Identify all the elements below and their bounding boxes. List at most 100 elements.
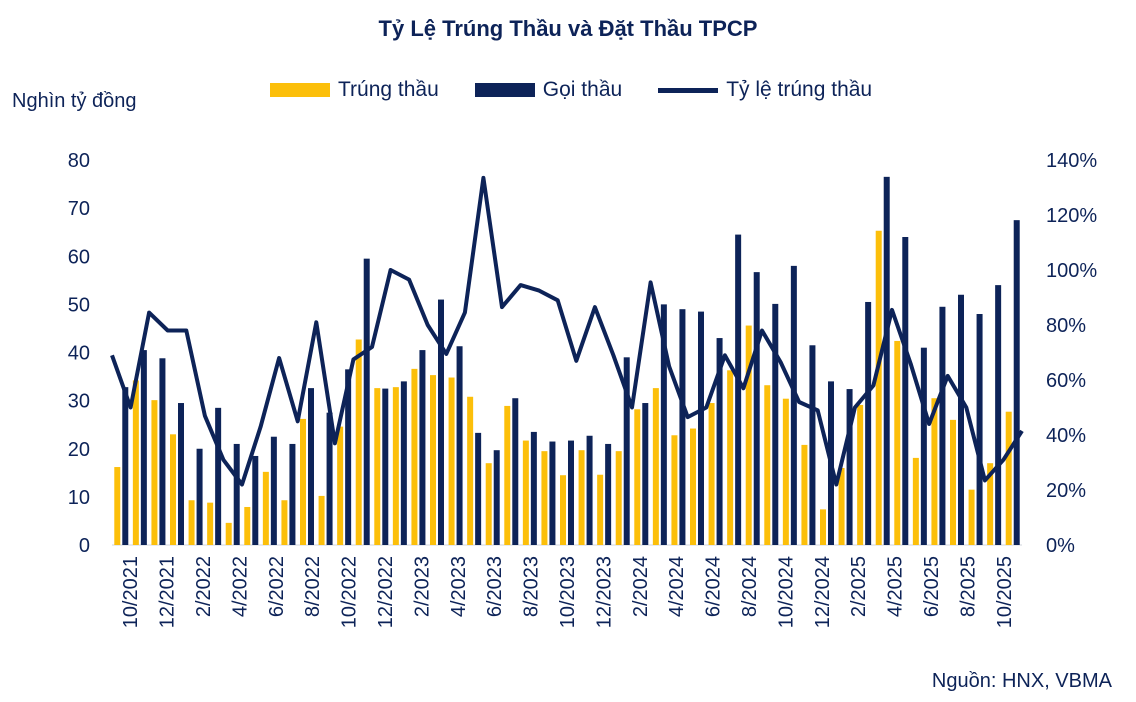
bar-trung-thau xyxy=(485,463,492,545)
x-tick-label: 10/2022 xyxy=(339,556,361,628)
bar-trung-thau xyxy=(708,403,715,545)
bar-goi-thau xyxy=(512,398,519,545)
y2-tick-label: 120% xyxy=(1046,205,1097,227)
legend-item-ratio: Tỷ lệ trúng thầu xyxy=(658,78,872,102)
bar-goi-thau xyxy=(363,258,370,545)
bar-trung-thau xyxy=(318,495,325,545)
bar-goi-thau xyxy=(568,440,574,545)
bar-trung-thau xyxy=(782,398,789,545)
bar-goi-thau xyxy=(920,347,927,545)
bar-goi-thau xyxy=(995,285,1002,545)
bar-trung-thau xyxy=(188,500,195,545)
bar-goi-thau xyxy=(419,350,426,545)
bar-goi-thau xyxy=(530,431,537,545)
x-tick-label: 6/2022 xyxy=(266,556,288,617)
bar-trung-thau xyxy=(690,428,696,545)
y-tick-label: 70 xyxy=(68,198,90,220)
bar-trung-thau xyxy=(838,468,845,545)
bar-trung-thau xyxy=(262,471,269,545)
x-tick-label: 2/2025 xyxy=(848,556,870,617)
x-tick-label: 8/2022 xyxy=(302,556,324,617)
y2-tick-label: 20% xyxy=(1046,480,1086,502)
bar-trung-thau xyxy=(950,419,956,545)
y-tick-label: 20 xyxy=(68,439,90,461)
x-tick-label: 12/2021 xyxy=(157,556,179,628)
x-tick-label: 6/2023 xyxy=(484,556,506,617)
bar-trung-thau xyxy=(281,500,288,545)
bar-goi-thau xyxy=(623,357,630,545)
bar-trung-thau xyxy=(467,396,474,545)
y2-tick-label: 80% xyxy=(1046,315,1086,337)
bar-goi-thau xyxy=(438,299,444,545)
bar-goi-thau xyxy=(270,436,277,545)
x-tick-label: 8/2023 xyxy=(521,556,543,617)
x-tick-label: 4/2023 xyxy=(448,556,470,617)
x-tick-label: 6/2024 xyxy=(703,556,725,617)
legend-label-bidding: Gọi thầu xyxy=(542,78,623,101)
y-axis-unit-label: Nghìn tỷ đồng xyxy=(12,90,137,112)
bar-goi-thau xyxy=(326,412,333,545)
bar-trung-thau xyxy=(392,387,399,545)
bar-goi-thau xyxy=(159,358,166,545)
bar-trung-thau xyxy=(987,463,994,545)
bar-goi-thau xyxy=(902,237,909,545)
x-tick-label: 4/2024 xyxy=(666,556,688,617)
bar-goi-thau xyxy=(475,432,482,545)
bar-goi-thau xyxy=(698,311,704,545)
bar-trung-thau xyxy=(727,370,734,545)
bar-trung-thau xyxy=(634,409,641,545)
bar-goi-thau xyxy=(140,350,147,545)
x-tick-label: 10/2021 xyxy=(120,556,142,628)
bar-trung-thau xyxy=(448,377,455,545)
y-tick-label: 10 xyxy=(68,487,90,509)
bar-goi-thau xyxy=(308,388,314,545)
x-tick-label: 12/2023 xyxy=(593,556,615,628)
x-tick-label: 10/2023 xyxy=(557,556,579,628)
legend-swatch-bidding xyxy=(474,83,535,97)
bar-trung-thau xyxy=(578,450,585,545)
y2-tick-label: 60% xyxy=(1046,370,1086,392)
bar-trung-thau xyxy=(207,502,214,545)
bar-goi-thau xyxy=(790,265,797,545)
bar-trung-thau xyxy=(504,405,511,545)
bar-trung-thau xyxy=(857,404,864,545)
bar-goi-thau xyxy=(660,304,667,545)
bar-goi-thau xyxy=(846,389,853,545)
bar-trung-thau xyxy=(522,440,529,545)
bar-trung-thau xyxy=(615,451,622,545)
bar-trung-thau xyxy=(931,398,938,545)
x-tick-label: 12/2022 xyxy=(375,556,397,628)
bar-goi-thau xyxy=(289,443,296,545)
x-tick-label: 2/2024 xyxy=(630,556,652,617)
x-tick-label: 12/2024 xyxy=(812,556,834,628)
bar-trung-thau xyxy=(541,451,548,545)
bar-trung-thau xyxy=(894,340,901,545)
y-tick-label: 30 xyxy=(68,391,90,413)
bar-goi-thau xyxy=(400,381,407,545)
bar-goi-thau xyxy=(753,272,760,545)
legend-label-ratio: Tỷ lệ trúng thầu xyxy=(726,78,873,101)
bar-trung-thau xyxy=(560,475,566,545)
y2-tick-label: 140% xyxy=(1046,150,1097,172)
bar-goi-thau xyxy=(382,388,389,545)
y-tick-label: 50 xyxy=(68,294,90,316)
x-tick-label: 4/2022 xyxy=(229,556,251,617)
bar-goi-thau xyxy=(605,443,612,545)
bar-trung-thau xyxy=(912,457,919,545)
x-tick-label: 10/2025 xyxy=(994,556,1016,628)
legend-swatch-ratio xyxy=(658,87,719,93)
bar-trung-thau xyxy=(1005,411,1012,545)
bar-goi-thau xyxy=(716,338,723,545)
bar-goi-thau xyxy=(976,314,983,545)
bar-goi-thau xyxy=(252,455,259,545)
bar-trung-thau xyxy=(132,380,139,545)
bar-trung-thau xyxy=(355,339,362,545)
bar-goi-thau xyxy=(586,435,593,545)
bar-goi-thau xyxy=(215,407,222,545)
bar-goi-thau xyxy=(456,346,463,545)
legend: Trúng thầu Gọi thầu Tỷ lệ trúng thầu xyxy=(270,78,908,102)
bar-goi-thau xyxy=(642,403,649,545)
x-tick-label: 8/2024 xyxy=(739,556,761,617)
x-tick-label: 2/2022 xyxy=(193,556,215,617)
